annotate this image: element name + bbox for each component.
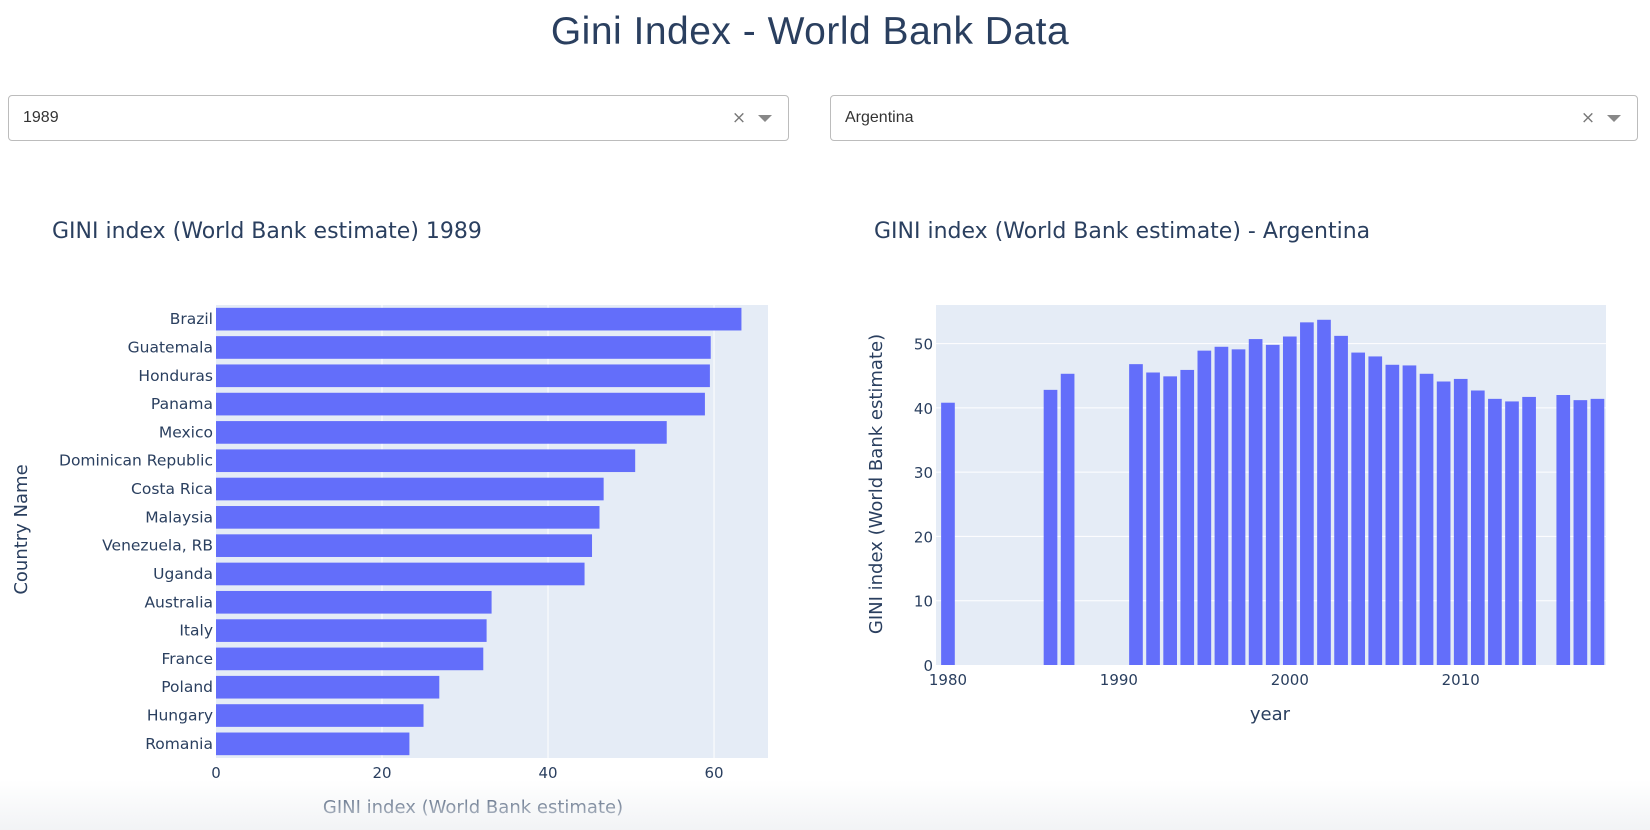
bar: [1505, 401, 1519, 665]
bar: [1385, 364, 1400, 665]
y-tick-label: Australia: [144, 593, 213, 611]
bar: [216, 392, 705, 416]
bar: [216, 477, 604, 501]
bar: [1146, 372, 1160, 665]
bar: [1334, 335, 1348, 665]
bar: [1248, 339, 1263, 665]
bar: [1197, 350, 1212, 665]
bar: [216, 421, 667, 444]
bar: [216, 562, 585, 586]
y-tick-label: Mexico: [159, 423, 213, 441]
chart-title: GINI index (World Bank estimate) 1989: [52, 219, 482, 244]
bar: [1436, 381, 1451, 665]
x-tick-label: 1990: [1100, 671, 1138, 689]
bar: [1317, 319, 1331, 665]
y-tick-label: Italy: [179, 622, 213, 640]
y-tick-label: Dominican Republic: [59, 452, 213, 470]
y-tick-label: 50: [914, 336, 933, 354]
y-tick-label: Brazil: [170, 310, 213, 328]
y-tick-label: 30: [914, 464, 933, 482]
country-dropdown-value: Argentina: [845, 109, 914, 126]
y-tick-label: 10: [914, 593, 933, 611]
bar: [1043, 389, 1058, 665]
y-tick-label: Hungary: [147, 707, 213, 725]
bar: [216, 647, 484, 671]
country-dropdown[interactable]: Argentina ×: [830, 95, 1638, 141]
y-tick-label: Honduras: [138, 367, 213, 385]
year-caret-down-icon[interactable]: [758, 114, 772, 122]
bar: [1368, 356, 1383, 665]
bar: [1265, 344, 1280, 665]
y-tick-label: Venezuela, RB: [102, 537, 213, 555]
bar: [1522, 396, 1536, 665]
bar: [1180, 369, 1195, 665]
country-caret-down-icon[interactable]: [1607, 114, 1621, 122]
y-tick-label: Romania: [145, 735, 213, 753]
y-tick-label: 0: [923, 657, 933, 675]
y-tick-label: 40: [914, 400, 933, 418]
y-axis-label: Country Name: [11, 464, 32, 594]
bar: [941, 402, 955, 665]
bar: [1453, 378, 1468, 665]
page-title: Gini Index - World Bank Data: [550, 10, 1070, 53]
x-tick-label: 2010: [1442, 671, 1480, 689]
y-tick-label: Costa Rica: [131, 480, 213, 498]
bar: [216, 307, 742, 331]
x-tick-label: 20: [372, 764, 391, 782]
bar: [216, 534, 593, 557]
year-dropdown-value: 1989: [23, 109, 59, 126]
y-axis-label: GINI index (World Bank estimate): [866, 334, 887, 634]
country-clear-icon[interactable]: ×: [1580, 108, 1596, 128]
bar: [216, 449, 636, 473]
bar: [1351, 352, 1366, 665]
bar: [216, 732, 410, 756]
x-axis-label: year: [1250, 704, 1291, 725]
y-tick-label: Malaysia: [145, 508, 213, 526]
bar: [1060, 373, 1075, 665]
gini-by-country-chart: 0 20 40 60 Brazil Guatemala Honduras Panama Mexi…: [11, 219, 768, 818]
x-tick-label: 1980: [929, 671, 967, 689]
bar: [216, 619, 487, 642]
bar: [216, 506, 600, 529]
bar: [1573, 400, 1588, 665]
y-tick-label: Panama: [151, 395, 213, 413]
y-tick-label: France: [161, 650, 213, 668]
year-clear-icon[interactable]: ×: [731, 108, 747, 128]
bar: [1556, 395, 1571, 665]
y-tick-label: Uganda: [153, 565, 213, 583]
bar: [1300, 322, 1314, 665]
bar: [216, 364, 710, 388]
bar: [1163, 376, 1177, 665]
bar: [1590, 398, 1605, 665]
y-tick-label: Poland: [161, 678, 213, 696]
bar: [1282, 336, 1297, 665]
y-tick-label: Guatemala: [128, 338, 213, 356]
x-tick-label: 2000: [1271, 671, 1309, 689]
x-tick-label: 0: [211, 764, 221, 782]
bar: [1470, 390, 1485, 665]
bar: [216, 590, 492, 614]
year-dropdown[interactable]: 1989 ×: [8, 95, 789, 141]
bar: [216, 336, 711, 359]
bar: [1214, 346, 1229, 665]
y-tick-label: 20: [914, 528, 933, 546]
bar: [216, 704, 424, 727]
bar: [1419, 373, 1434, 665]
x-tick-label: 60: [704, 764, 723, 782]
bar: [1231, 349, 1246, 665]
bar: [216, 675, 440, 699]
x-tick-label: 40: [538, 764, 557, 782]
chart-title: GINI index (World Bank estimate) - Argen…: [874, 219, 1370, 244]
bar: [1488, 398, 1502, 665]
bar: [1402, 365, 1417, 665]
bar: [1129, 364, 1143, 665]
